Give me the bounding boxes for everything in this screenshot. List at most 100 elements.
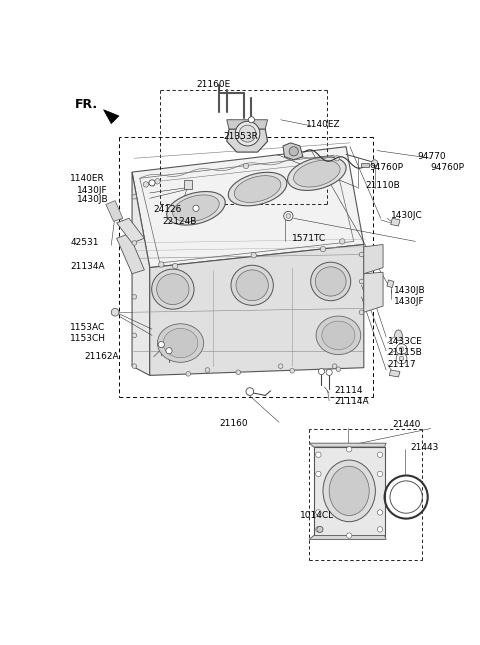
Text: 21117: 21117 [388, 360, 416, 369]
Circle shape [172, 263, 178, 269]
Circle shape [318, 368, 324, 375]
Circle shape [359, 310, 364, 315]
Text: 22124B: 22124B [163, 217, 197, 226]
Circle shape [336, 367, 341, 372]
Circle shape [158, 341, 164, 348]
Circle shape [155, 179, 160, 184]
Polygon shape [104, 110, 119, 124]
Text: 94770: 94770 [417, 152, 445, 161]
Circle shape [186, 372, 191, 376]
Text: 1571TC: 1571TC [292, 234, 326, 243]
Ellipse shape [173, 195, 219, 222]
Circle shape [326, 369, 332, 375]
Text: 21353R: 21353R [223, 132, 258, 141]
Polygon shape [150, 244, 364, 375]
Ellipse shape [152, 269, 194, 309]
Circle shape [132, 333, 137, 338]
Circle shape [316, 452, 321, 457]
Ellipse shape [157, 324, 204, 362]
Text: 1430JB: 1430JB [394, 286, 425, 295]
Text: 1140EZ: 1140EZ [306, 120, 341, 129]
Text: 1153AC: 1153AC [71, 323, 106, 332]
Circle shape [359, 252, 364, 257]
Ellipse shape [234, 175, 281, 203]
Circle shape [132, 295, 137, 299]
Ellipse shape [231, 265, 273, 305]
Ellipse shape [311, 263, 351, 301]
Ellipse shape [156, 273, 189, 304]
Circle shape [359, 279, 364, 284]
Circle shape [193, 205, 199, 212]
Text: 1430JF: 1430JF [77, 186, 107, 195]
Circle shape [377, 510, 383, 515]
Circle shape [132, 364, 137, 368]
Circle shape [377, 527, 383, 532]
Text: 24126: 24126 [154, 204, 182, 213]
Circle shape [396, 344, 407, 355]
Text: 21440: 21440 [392, 420, 420, 429]
Ellipse shape [315, 267, 346, 296]
Circle shape [278, 364, 283, 368]
Text: 1014CL: 1014CL [300, 511, 334, 520]
Ellipse shape [228, 172, 287, 206]
Text: 21162A: 21162A [84, 352, 119, 361]
Circle shape [149, 180, 155, 186]
Circle shape [248, 117, 254, 123]
Text: 94760P: 94760P [431, 163, 465, 172]
Polygon shape [283, 143, 303, 160]
Polygon shape [361, 163, 369, 168]
Circle shape [132, 194, 137, 199]
Text: 1433CE: 1433CE [388, 337, 422, 346]
Polygon shape [132, 172, 150, 375]
Circle shape [143, 182, 149, 187]
Ellipse shape [163, 328, 198, 358]
Circle shape [205, 368, 210, 372]
Text: 21110B: 21110B [365, 181, 400, 190]
Text: 21134A: 21134A [71, 262, 105, 270]
Circle shape [243, 163, 249, 168]
Text: 1140ER: 1140ER [71, 174, 105, 183]
Circle shape [289, 146, 299, 156]
Ellipse shape [323, 460, 375, 522]
Text: 21114A: 21114A [335, 397, 369, 406]
Circle shape [372, 160, 378, 166]
Polygon shape [364, 244, 383, 273]
Circle shape [316, 510, 321, 515]
Circle shape [166, 348, 172, 354]
Polygon shape [117, 233, 144, 273]
Circle shape [251, 253, 256, 258]
Circle shape [334, 155, 339, 161]
Polygon shape [391, 218, 400, 226]
Ellipse shape [167, 192, 225, 225]
Circle shape [316, 471, 321, 477]
Text: 1430JF: 1430JF [394, 297, 424, 306]
Text: 1430JC: 1430JC [391, 211, 422, 220]
Ellipse shape [288, 157, 346, 190]
Polygon shape [309, 535, 386, 539]
Circle shape [111, 308, 119, 316]
Circle shape [284, 212, 293, 221]
Circle shape [339, 239, 345, 244]
Circle shape [317, 526, 323, 533]
Circle shape [347, 533, 352, 538]
Circle shape [320, 246, 326, 252]
Text: 21443: 21443 [410, 443, 438, 452]
Polygon shape [117, 218, 144, 243]
Text: 21114: 21114 [335, 386, 363, 395]
Ellipse shape [236, 270, 268, 301]
Circle shape [286, 213, 291, 218]
Circle shape [399, 356, 404, 361]
Text: 94760P: 94760P [369, 163, 403, 172]
Ellipse shape [329, 466, 369, 515]
Circle shape [236, 370, 240, 375]
Text: 21160: 21160 [220, 419, 249, 428]
Polygon shape [387, 280, 394, 288]
Circle shape [239, 125, 256, 142]
Polygon shape [227, 129, 267, 152]
Ellipse shape [322, 321, 355, 350]
Polygon shape [314, 447, 384, 535]
Circle shape [332, 364, 337, 368]
Polygon shape [364, 272, 383, 312]
Text: 1153CH: 1153CH [71, 334, 107, 343]
Circle shape [246, 388, 254, 395]
